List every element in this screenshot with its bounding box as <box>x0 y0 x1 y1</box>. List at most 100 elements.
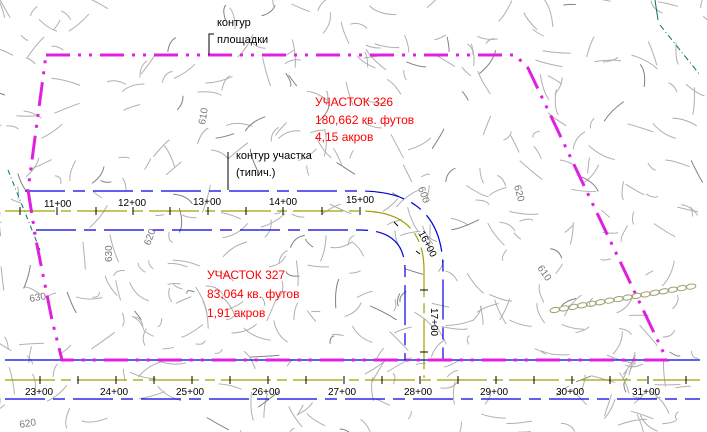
contour-line <box>118 156 130 159</box>
contour-line <box>307 264 330 268</box>
contour-line <box>262 57 271 86</box>
contour-line <box>330 241 353 249</box>
contour-line <box>0 343 12 352</box>
contour-line <box>148 260 154 270</box>
contour-line <box>563 294 582 317</box>
contour-line <box>81 417 108 423</box>
fence-link <box>585 300 597 307</box>
contour-line <box>498 0 513 22</box>
contour-line <box>138 391 166 400</box>
fence-link <box>549 306 561 314</box>
contour-elevation-label: 620 <box>19 417 38 431</box>
fence-link <box>649 289 661 296</box>
contour-line <box>225 312 238 320</box>
contour-line <box>690 350 699 359</box>
contour-line <box>0 124 2 126</box>
contour-line <box>487 222 505 246</box>
station-label: 31+00 <box>632 387 661 398</box>
contour-line <box>4 336 9 350</box>
contour-line <box>444 359 460 368</box>
contour-line <box>700 0 703 9</box>
contour-line <box>675 385 691 389</box>
contour-line <box>16 115 37 117</box>
contour-line <box>0 266 5 291</box>
contour-line <box>476 303 499 313</box>
contour-line <box>284 49 295 56</box>
contour-line <box>252 41 266 49</box>
contour-line <box>288 74 298 87</box>
contour-line <box>581 164 600 185</box>
contour-line <box>575 326 590 333</box>
contour-line <box>231 323 257 334</box>
contour-line <box>627 123 654 133</box>
site-contour-label: контур <box>217 17 251 29</box>
contour-line <box>621 181 625 201</box>
contour-line <box>220 296 235 315</box>
contour-line <box>636 414 644 432</box>
fence-link <box>685 283 697 290</box>
contour-line <box>650 390 670 414</box>
contour-line <box>173 63 196 79</box>
contour-line <box>639 414 658 432</box>
contour-line <box>10 198 22 204</box>
contour-line <box>285 72 292 87</box>
contour-line <box>226 300 244 311</box>
contour-line <box>307 310 317 322</box>
contour-line <box>429 224 431 250</box>
contour-line <box>268 255 287 268</box>
contour-line <box>371 358 387 382</box>
contour-line <box>66 291 77 314</box>
contour-line <box>243 327 271 341</box>
contour-line <box>393 326 412 334</box>
contour-line <box>155 214 165 217</box>
contour-line <box>229 7 236 29</box>
contour-line <box>61 344 72 354</box>
contour-line <box>278 250 288 265</box>
contour-line <box>250 354 280 358</box>
contour-line <box>218 383 242 390</box>
contour-line <box>351 241 365 257</box>
contour-line <box>647 41 658 66</box>
contour-line <box>17 186 20 200</box>
contour-line <box>630 410 654 420</box>
contour-line <box>186 290 195 294</box>
site-contour-leader <box>208 33 214 55</box>
contour-line <box>628 351 636 376</box>
contour-line <box>690 160 704 183</box>
contour-line <box>52 363 58 378</box>
lot-326-name: УЧАСТОК 326 <box>315 95 393 109</box>
contour-line <box>555 263 563 274</box>
contour-line <box>167 282 181 286</box>
contour-line <box>92 191 103 199</box>
fence-link <box>594 299 606 306</box>
contour-line <box>472 306 482 321</box>
station-label: 24+00 <box>100 387 129 398</box>
contour-line <box>561 297 577 307</box>
contour-line <box>652 122 676 139</box>
contour-elevation-label: 630 <box>29 291 48 305</box>
contour-line <box>466 335 470 345</box>
contour-line <box>601 0 611 2</box>
station-label: 16+00 <box>415 229 438 259</box>
contour-line <box>459 421 463 432</box>
contour-line <box>239 429 242 432</box>
contour-line <box>320 203 341 215</box>
contour-line <box>54 102 80 114</box>
contour-line <box>53 19 61 31</box>
contour-line <box>322 12 331 34</box>
contour-line <box>113 270 125 277</box>
contour-line <box>369 305 397 321</box>
contour-line <box>261 296 266 306</box>
contour-line <box>297 404 304 415</box>
contour-line <box>306 413 326 427</box>
contour-line <box>625 363 644 368</box>
contour-line <box>0 212 2 237</box>
contour-line <box>603 101 624 122</box>
contour-line <box>144 158 152 170</box>
contour-line <box>509 211 539 215</box>
contour-line <box>161 71 173 83</box>
contour-line <box>477 35 498 40</box>
lot-326-area-sqft: 180,662 кв. футов <box>315 113 414 127</box>
